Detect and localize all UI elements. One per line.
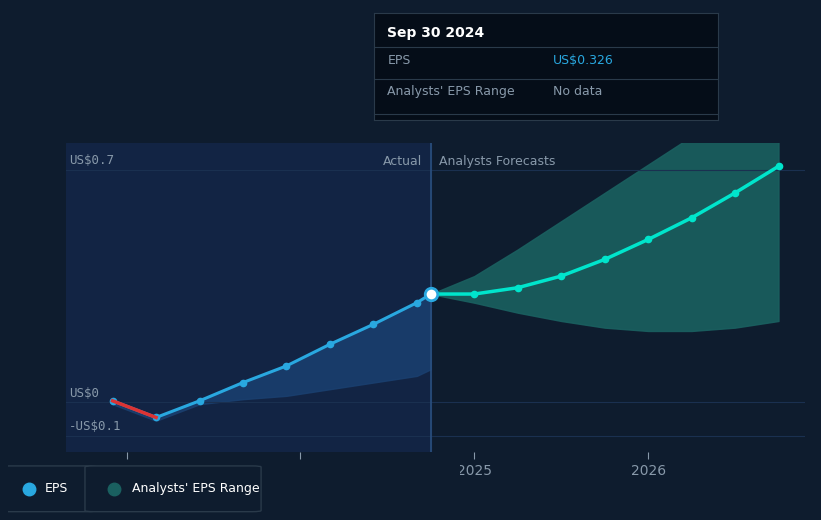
Text: Analysts' EPS Range: Analysts' EPS Range <box>388 85 515 98</box>
Text: Actual: Actual <box>383 154 422 167</box>
Text: No data: No data <box>553 85 603 98</box>
FancyBboxPatch shape <box>85 466 261 512</box>
Text: -US$0.1: -US$0.1 <box>69 420 122 433</box>
Text: Analysts' EPS Range: Analysts' EPS Range <box>132 483 260 495</box>
Bar <box>66 143 431 452</box>
Text: US$0.7: US$0.7 <box>69 154 114 167</box>
Text: Sep 30 2024: Sep 30 2024 <box>388 26 484 40</box>
FancyBboxPatch shape <box>2 466 96 512</box>
Text: EPS: EPS <box>388 54 410 67</box>
Text: EPS: EPS <box>44 483 67 495</box>
Text: Analysts Forecasts: Analysts Forecasts <box>439 154 556 167</box>
Text: US$0: US$0 <box>69 387 99 400</box>
Text: US$0.326: US$0.326 <box>553 54 613 67</box>
